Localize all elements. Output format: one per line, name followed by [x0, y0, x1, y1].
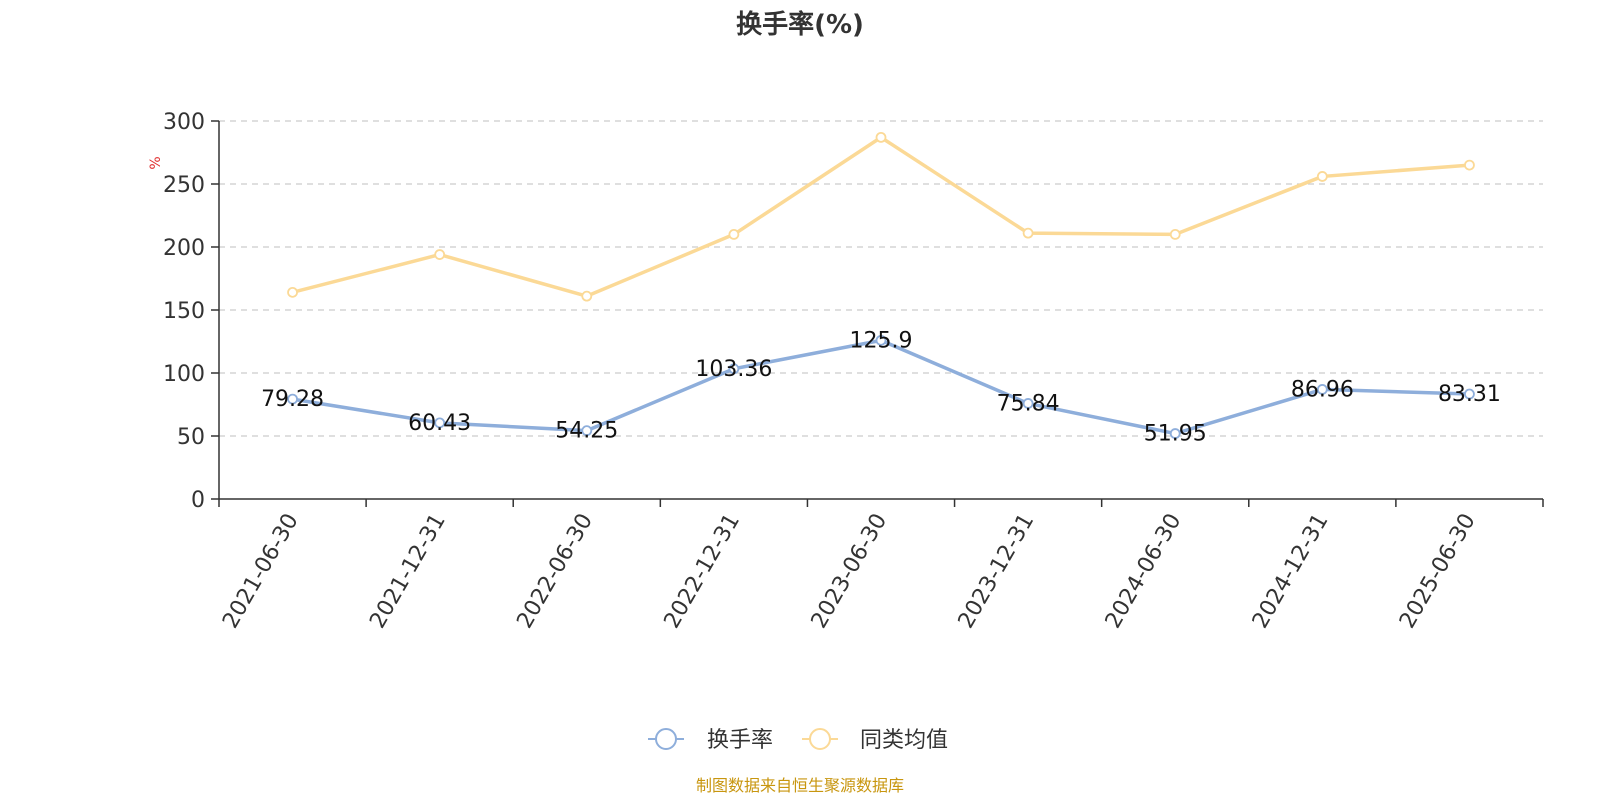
data-label: 103.36: [695, 357, 772, 382]
series-point-1: [875, 131, 887, 143]
data-label: 79.28: [261, 387, 324, 412]
series-point-0: [728, 363, 740, 375]
x-tick-label: 2022-12-31: [660, 510, 746, 633]
x-tick-label: 2023-12-31: [954, 510, 1040, 633]
y-tick-label: 300: [163, 110, 205, 135]
series-point-0: [581, 425, 593, 437]
series-point-1: [1022, 227, 1034, 239]
series-point-1: [581, 290, 593, 302]
series-point-1: [1464, 159, 1475, 171]
chart-title: 换手率(%): [736, 9, 864, 40]
legend[interactable]: 换手率 同类均值: [648, 728, 948, 753]
series-point-0: [1316, 384, 1328, 395]
series-line-1: [292, 135, 1470, 298]
series-point-0: [1464, 388, 1475, 400]
data-label: 75.84: [997, 391, 1060, 416]
grid-lines: [219, 120, 1543, 437]
series-point-0: [875, 334, 887, 346]
legend-label-turnover: 换手率: [707, 728, 773, 753]
series-point-0: [1022, 398, 1034, 409]
y-tick-label: 0: [191, 488, 205, 513]
y-tick-label: 50: [177, 425, 205, 450]
x-tick-label: 2024-06-30: [1101, 510, 1187, 633]
data-label: 125.9: [850, 328, 913, 353]
data-label: 86.96: [1291, 377, 1354, 402]
series-point-0: [287, 393, 298, 405]
data-label: 51.95: [1144, 422, 1207, 447]
x-tick-label: 2023-06-30: [807, 510, 893, 633]
legend-marker-circle: [809, 728, 831, 750]
x-tick-label: 2024-12-31: [1248, 510, 1334, 633]
series-lines: [287, 131, 1475, 439]
legend-item-turnover[interactable]: 换手率: [648, 728, 773, 753]
legend-label-peer-average: 同类均值: [860, 728, 948, 753]
axes: 0 50 100 150 200 250 300 2021-06-30 2021-12-31 20…: [163, 110, 1544, 633]
x-tick-label: 2025-06-30: [1395, 510, 1481, 633]
x-tick-label: 2021-06-30: [218, 510, 304, 633]
data-source-note: 制图数据来自恒生聚源数据库: [696, 776, 904, 795]
series-point-0: [434, 417, 446, 429]
y-tick-label: 150: [163, 299, 205, 324]
y-tick-label: 250: [163, 173, 205, 198]
legend-item-peer-average[interactable]: 同类均值: [802, 728, 948, 753]
series-point-1: [287, 286, 298, 298]
series-point-1: [728, 228, 740, 240]
data-label: 60.43: [408, 411, 471, 436]
legend-marker-circle: [655, 728, 677, 750]
series-point-1: [1169, 228, 1181, 240]
y-tick-label: 100: [163, 362, 205, 387]
data-label: 54.25: [555, 419, 618, 444]
data-labels: 79.28 60.43 54.25 103.36 125.9 75.84 51.95 86.9…: [261, 328, 1501, 446]
x-tick-label: 2021-12-31: [365, 509, 451, 632]
data-label: 83.31: [1438, 382, 1501, 407]
series-point-1: [434, 249, 446, 260]
series-point-1: [1316, 171, 1328, 182]
series-point-0: [1169, 428, 1181, 439]
y-axis-unit-label: %: [148, 156, 164, 169]
y-tick-label: 200: [163, 236, 205, 261]
x-tick-label: 2022-06-30: [512, 510, 598, 633]
